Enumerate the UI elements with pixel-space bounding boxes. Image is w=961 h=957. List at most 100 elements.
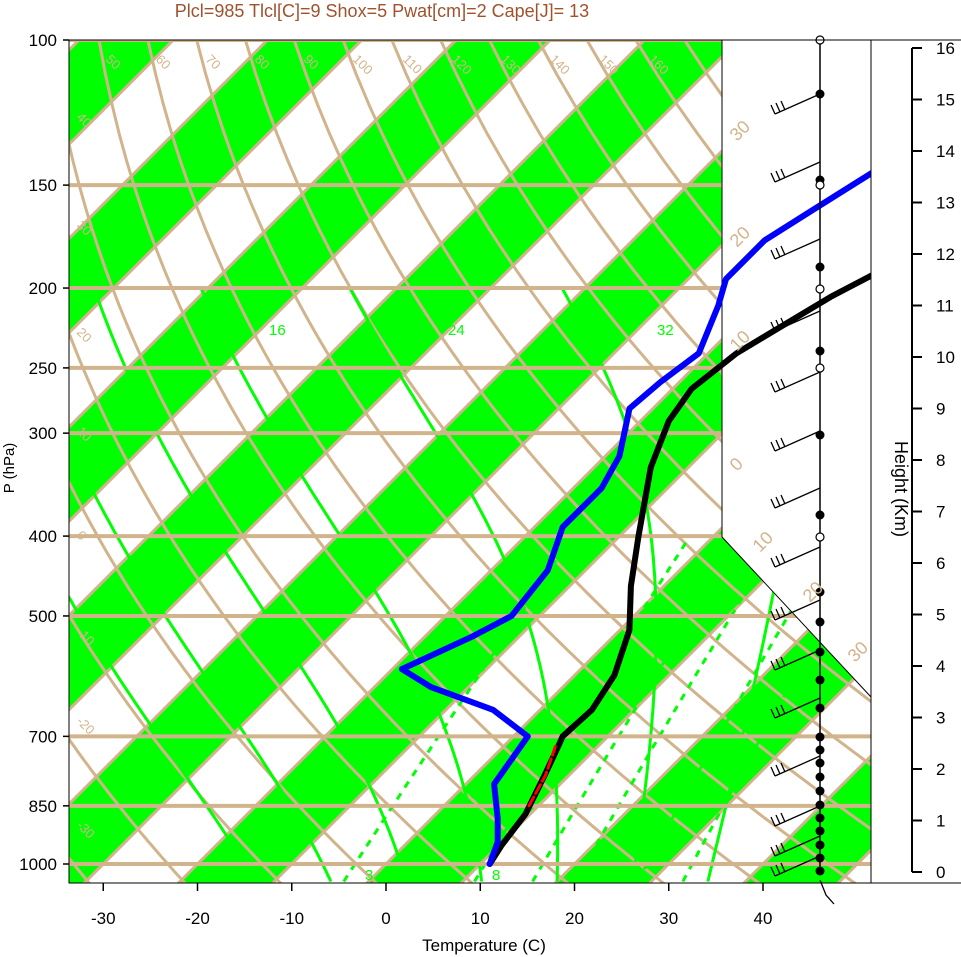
wind-dot — [815, 786, 825, 796]
wind-barb — [770, 835, 821, 857]
barb-shaft — [774, 855, 821, 877]
barb-shaft — [774, 546, 821, 568]
wind-barb — [770, 649, 821, 671]
isotherm-line — [69, 40, 364, 335]
barb-flag — [775, 764, 781, 775]
dry-adiabat — [390, 40, 871, 641]
height-tick-label: 15 — [936, 91, 955, 110]
barb-flag — [770, 321, 776, 332]
y-tick-label: 200 — [29, 279, 57, 298]
mixing-ratio-label: 24 — [448, 322, 465, 339]
chart-title: Plcl=985 Tlcl[C]=9 Shox=5 Pwat[cm]=2 Cap… — [175, 1, 589, 21]
temperature-line — [486, 272, 871, 867]
isotherm-line — [647, 659, 871, 883]
barb-flag — [770, 249, 776, 260]
height-tick-label: 10 — [936, 348, 955, 367]
barb-shaft — [774, 755, 821, 777]
dry-adiabat — [69, 736, 187, 883]
isotherm-line — [69, 40, 176, 147]
mixing-ratio-label: 8 — [492, 867, 500, 884]
barb-flag — [770, 766, 776, 777]
wind-barb — [770, 371, 821, 393]
barb-flag — [770, 660, 776, 671]
mixing-ratio-label: 12 — [197, 327, 214, 344]
barb-shaft — [774, 430, 821, 452]
x-tick-label: 30 — [659, 909, 678, 928]
barb-shaft — [774, 487, 821, 509]
barb-flag — [780, 317, 786, 328]
dry-adiabat — [146, 40, 762, 883]
mixing-ratio-line — [342, 535, 575, 883]
x-tick-label: -10 — [279, 909, 304, 928]
barb-flag — [780, 100, 786, 111]
wind-barb — [770, 238, 821, 260]
mixing-ratio-label: 32 — [657, 322, 674, 339]
barb-flag — [775, 706, 781, 717]
barb-flag — [775, 555, 781, 566]
height-axis-title: Height (Km) — [891, 441, 911, 537]
wind-dot — [815, 262, 825, 272]
mixing-ratio-line — [636, 535, 837, 883]
barb-flag — [770, 866, 776, 877]
isotherm-line — [69, 40, 270, 241]
barb-shaft — [774, 371, 821, 393]
dry-adiabat — [69, 612, 283, 883]
x-tick-label: 10 — [471, 909, 490, 928]
barb-flag — [780, 606, 786, 617]
sounding-profiles — [398, 169, 871, 867]
barb-flag — [770, 441, 776, 452]
barb-flag — [775, 319, 781, 330]
wind-dot — [815, 587, 825, 597]
y-tick-label: 700 — [29, 727, 57, 746]
barb-flag — [775, 170, 781, 181]
dry-adiabat — [341, 40, 871, 704]
y-tick-label: 1000 — [19, 855, 57, 874]
dry-adiabat — [69, 137, 570, 883]
height-tick-label: 13 — [936, 194, 955, 213]
height-tick-label: 4 — [936, 657, 945, 676]
isotherm-label-left: -20 — [74, 714, 98, 738]
wind-dot-open — [815, 284, 825, 294]
wind-dot — [815, 813, 825, 823]
y-tick-label: 400 — [29, 527, 57, 546]
dry-adiabats — [69, 40, 871, 883]
x-tick-label: 0 — [381, 909, 390, 928]
barb-flag — [780, 762, 786, 773]
moist-adiabat — [92, 287, 408, 882]
barb-flag — [770, 816, 776, 827]
barb-flag — [770, 557, 776, 568]
wind-barb — [770, 855, 821, 877]
barb-flag — [780, 245, 786, 256]
wind-barb — [770, 805, 821, 827]
dry-adiabat — [97, 40, 666, 883]
parcel-line — [527, 744, 557, 808]
x-tick-label: 40 — [754, 909, 773, 928]
y-tick-label: 100 — [29, 31, 57, 50]
barb-flag — [775, 608, 781, 619]
dry-adiabat — [243, 40, 871, 831]
barb-flag — [775, 814, 781, 825]
dry-adiabat — [69, 478, 379, 883]
y-tick-label: 250 — [29, 359, 57, 378]
barb-flag — [775, 496, 781, 507]
barb-shaft — [774, 238, 821, 260]
moist-adiabat — [69, 438, 333, 883]
wind-dot — [815, 732, 825, 742]
barb-flag — [780, 656, 786, 667]
barb-flag — [775, 658, 781, 669]
wind-barb — [770, 161, 821, 183]
wind-dot — [815, 703, 825, 713]
barb-flag — [775, 864, 781, 875]
barb-flag — [770, 104, 776, 115]
wind-dot — [815, 772, 825, 782]
barb-flag — [770, 382, 776, 393]
isotherm-line — [176, 188, 871, 883]
height-tick-label: 6 — [936, 554, 945, 573]
barb-flag — [780, 378, 786, 389]
height-tick-label: 0 — [936, 863, 945, 882]
wind-dot — [815, 617, 825, 627]
wind-dot — [815, 853, 825, 863]
height-tick-label: 3 — [936, 709, 945, 728]
barb-flag — [780, 553, 786, 564]
barb-flag — [775, 844, 781, 855]
